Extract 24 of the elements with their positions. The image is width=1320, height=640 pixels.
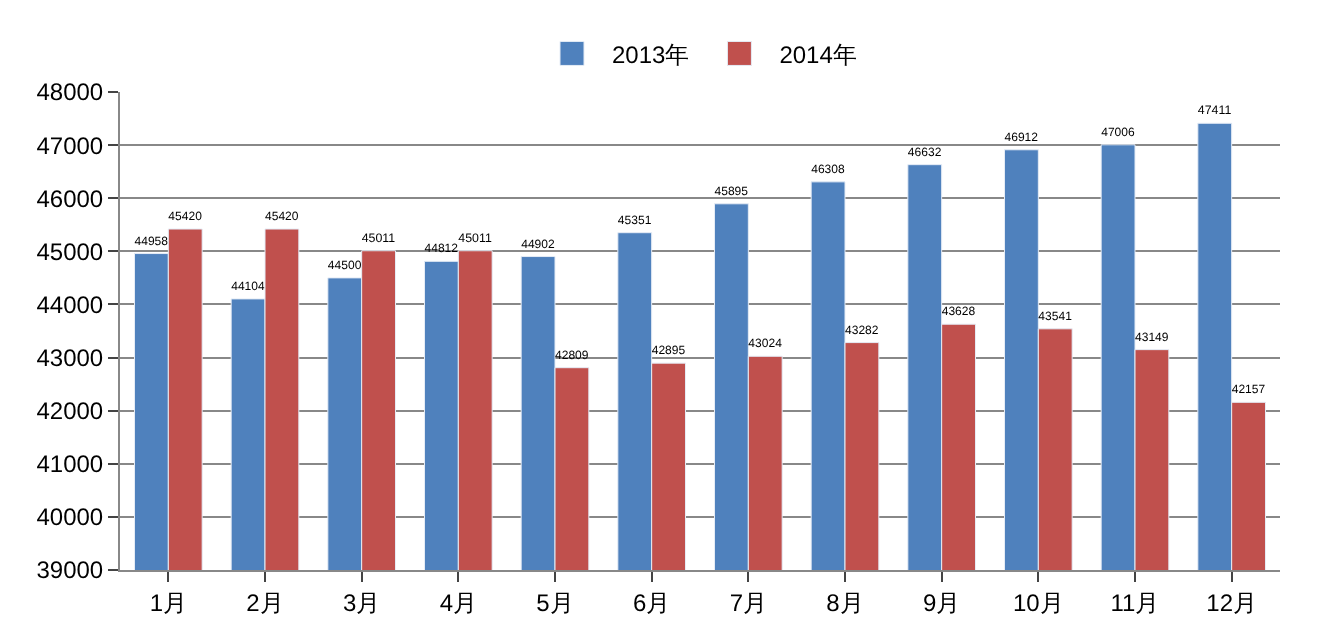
legend-label: 2014年 [779, 40, 857, 69]
y-tick-label: 45000 [36, 237, 104, 266]
x-tick-label: 6月 [632, 588, 671, 617]
x-tick-label: 12月 [1206, 588, 1258, 617]
x-tick-label: 5月 [536, 588, 574, 617]
y-tick-label: 46000 [36, 184, 104, 213]
y-tick-label: 47000 [36, 131, 104, 160]
x-tick-label: 11月 [1110, 588, 1160, 617]
y-tick-label: 43000 [36, 343, 104, 372]
y-tick-label: 42000 [36, 397, 104, 426]
x-tick-label: 7月 [729, 588, 768, 617]
legend-label: 2013年 [612, 40, 690, 69]
x-tick-label: 2月 [246, 588, 284, 617]
x-tick-label: 3月 [342, 588, 381, 617]
x-tick-label: 4月 [439, 588, 478, 617]
y-tick-label: 44000 [36, 290, 104, 319]
y-tick-label: 41000 [36, 450, 104, 479]
x-tick-label: 8月 [826, 588, 864, 617]
x-tick-label: 9月 [922, 588, 961, 617]
x-tick-label: 10月 [1012, 588, 1064, 617]
y-tick-label: 40000 [36, 503, 104, 532]
x-tick-label: 1月 [149, 588, 188, 617]
y-tick-label: 39000 [36, 556, 104, 585]
y-tick-label: 48000 [36, 78, 104, 107]
